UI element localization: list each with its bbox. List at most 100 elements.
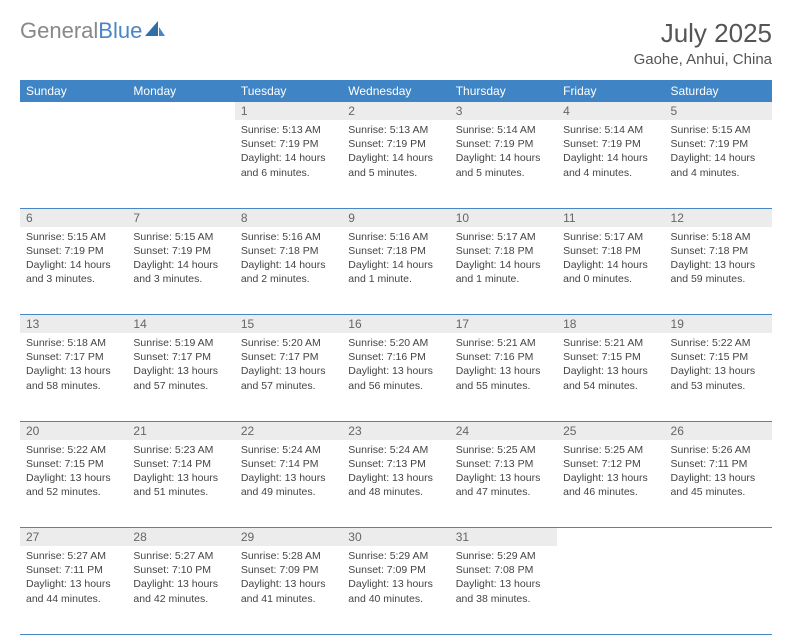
day-data-cell: Sunrise: 5:18 AMSunset: 7:17 PMDaylight:… — [20, 333, 127, 421]
sunrise-text: Sunrise: 5:13 AM — [348, 123, 443, 137]
day-data-cell: Sunrise: 5:26 AMSunset: 7:11 PMDaylight:… — [665, 440, 772, 528]
day-data-cell: Sunrise: 5:22 AMSunset: 7:15 PMDaylight:… — [20, 440, 127, 528]
sunrise-text: Sunrise: 5:19 AM — [133, 336, 228, 350]
sunset-text: Sunset: 7:08 PM — [456, 563, 551, 577]
sunset-text: Sunset: 7:18 PM — [563, 244, 658, 258]
day-data-cell: Sunrise: 5:27 AMSunset: 7:11 PMDaylight:… — [20, 546, 127, 634]
day-number-cell: 27 — [20, 528, 127, 547]
day-data-cell: Sunrise: 5:16 AMSunset: 7:18 PMDaylight:… — [342, 227, 449, 315]
location-label: Gaohe, Anhui, China — [634, 51, 772, 68]
weekday-header: Monday — [127, 80, 234, 102]
daylight-text: Daylight: 13 hours and 56 minutes. — [348, 364, 443, 392]
day-number-cell — [557, 528, 664, 547]
day-data-cell: Sunrise: 5:13 AMSunset: 7:19 PMDaylight:… — [342, 120, 449, 208]
brand-part2: Blue — [98, 18, 142, 44]
day-data-cell: Sunrise: 5:15 AMSunset: 7:19 PMDaylight:… — [127, 227, 234, 315]
sunrise-text: Sunrise: 5:20 AM — [348, 336, 443, 350]
sunset-text: Sunset: 7:12 PM — [563, 457, 658, 471]
sunrise-text: Sunrise: 5:22 AM — [671, 336, 766, 350]
day-number-cell: 13 — [20, 315, 127, 334]
day-data-row: Sunrise: 5:22 AMSunset: 7:15 PMDaylight:… — [20, 440, 772, 528]
sunrise-text: Sunrise: 5:25 AM — [563, 443, 658, 457]
day-number-row: 2728293031 — [20, 528, 772, 547]
sunrise-text: Sunrise: 5:15 AM — [133, 230, 228, 244]
day-number-cell: 28 — [127, 528, 234, 547]
day-data-row: Sunrise: 5:15 AMSunset: 7:19 PMDaylight:… — [20, 227, 772, 315]
sunrise-text: Sunrise: 5:27 AM — [26, 549, 121, 563]
sunset-text: Sunset: 7:10 PM — [133, 563, 228, 577]
day-number-cell: 6 — [20, 208, 127, 227]
day-data-cell: Sunrise: 5:13 AMSunset: 7:19 PMDaylight:… — [235, 120, 342, 208]
day-number-cell — [127, 102, 234, 120]
day-data-cell: Sunrise: 5:17 AMSunset: 7:18 PMDaylight:… — [557, 227, 664, 315]
sunset-text: Sunset: 7:19 PM — [241, 137, 336, 151]
sunset-text: Sunset: 7:16 PM — [348, 350, 443, 364]
daylight-text: Daylight: 13 hours and 41 minutes. — [241, 577, 336, 605]
day-data-cell: Sunrise: 5:17 AMSunset: 7:18 PMDaylight:… — [450, 227, 557, 315]
day-data-cell: Sunrise: 5:16 AMSunset: 7:18 PMDaylight:… — [235, 227, 342, 315]
sunrise-text: Sunrise: 5:24 AM — [348, 443, 443, 457]
day-number-cell: 15 — [235, 315, 342, 334]
day-data-cell: Sunrise: 5:14 AMSunset: 7:19 PMDaylight:… — [557, 120, 664, 208]
daylight-text: Daylight: 13 hours and 55 minutes. — [456, 364, 551, 392]
day-number-cell: 7 — [127, 208, 234, 227]
daylight-text: Daylight: 14 hours and 5 minutes. — [456, 151, 551, 179]
daylight-text: Daylight: 14 hours and 5 minutes. — [348, 151, 443, 179]
sunset-text: Sunset: 7:15 PM — [563, 350, 658, 364]
day-data-cell: Sunrise: 5:22 AMSunset: 7:15 PMDaylight:… — [665, 333, 772, 421]
day-number-cell: 2 — [342, 102, 449, 120]
day-data-cell: Sunrise: 5:25 AMSunset: 7:12 PMDaylight:… — [557, 440, 664, 528]
day-data-cell: Sunrise: 5:15 AMSunset: 7:19 PMDaylight:… — [20, 227, 127, 315]
sunset-text: Sunset: 7:13 PM — [348, 457, 443, 471]
daylight-text: Daylight: 14 hours and 4 minutes. — [671, 151, 766, 179]
sunset-text: Sunset: 7:11 PM — [671, 457, 766, 471]
daylight-text: Daylight: 14 hours and 1 minute. — [348, 258, 443, 286]
day-number-cell: 10 — [450, 208, 557, 227]
sunset-text: Sunset: 7:17 PM — [133, 350, 228, 364]
sunrise-text: Sunrise: 5:22 AM — [26, 443, 121, 457]
sunrise-text: Sunrise: 5:24 AM — [241, 443, 336, 457]
daylight-text: Daylight: 13 hours and 57 minutes. — [133, 364, 228, 392]
sunset-text: Sunset: 7:14 PM — [133, 457, 228, 471]
sunrise-text: Sunrise: 5:21 AM — [563, 336, 658, 350]
sunrise-text: Sunrise: 5:14 AM — [563, 123, 658, 137]
day-number-cell: 14 — [127, 315, 234, 334]
weekday-header: Friday — [557, 80, 664, 102]
sunset-text: Sunset: 7:19 PM — [133, 244, 228, 258]
day-number-cell: 22 — [235, 421, 342, 440]
day-number-cell: 29 — [235, 528, 342, 547]
sunset-text: Sunset: 7:13 PM — [456, 457, 551, 471]
day-number-cell: 9 — [342, 208, 449, 227]
day-data-cell: Sunrise: 5:24 AMSunset: 7:14 PMDaylight:… — [235, 440, 342, 528]
weekday-header-row: Sunday Monday Tuesday Wednesday Thursday… — [20, 80, 772, 102]
daylight-text: Daylight: 13 hours and 42 minutes. — [133, 577, 228, 605]
title-block: July 2025 Gaohe, Anhui, China — [634, 18, 772, 68]
daylight-text: Daylight: 13 hours and 38 minutes. — [456, 577, 551, 605]
day-data-row: Sunrise: 5:18 AMSunset: 7:17 PMDaylight:… — [20, 333, 772, 421]
day-number-cell: 31 — [450, 528, 557, 547]
sunrise-text: Sunrise: 5:17 AM — [456, 230, 551, 244]
day-data-cell: Sunrise: 5:20 AMSunset: 7:16 PMDaylight:… — [342, 333, 449, 421]
day-data-cell — [557, 546, 664, 634]
day-number-row: 13141516171819 — [20, 315, 772, 334]
daylight-text: Daylight: 14 hours and 3 minutes. — [26, 258, 121, 286]
sunset-text: Sunset: 7:18 PM — [241, 244, 336, 258]
sunrise-text: Sunrise: 5:16 AM — [241, 230, 336, 244]
day-number-cell: 4 — [557, 102, 664, 120]
sunset-text: Sunset: 7:16 PM — [456, 350, 551, 364]
daylight-text: Daylight: 13 hours and 57 minutes. — [241, 364, 336, 392]
sunrise-text: Sunrise: 5:17 AM — [563, 230, 658, 244]
sunrise-text: Sunrise: 5:15 AM — [26, 230, 121, 244]
calendar-table: Sunday Monday Tuesday Wednesday Thursday… — [20, 80, 772, 635]
weekday-header: Sunday — [20, 80, 127, 102]
sunset-text: Sunset: 7:18 PM — [456, 244, 551, 258]
weekday-header: Thursday — [450, 80, 557, 102]
weekday-header: Saturday — [665, 80, 772, 102]
sunrise-text: Sunrise: 5:26 AM — [671, 443, 766, 457]
sunrise-text: Sunrise: 5:28 AM — [241, 549, 336, 563]
day-data-cell: Sunrise: 5:20 AMSunset: 7:17 PMDaylight:… — [235, 333, 342, 421]
day-data-cell: Sunrise: 5:15 AMSunset: 7:19 PMDaylight:… — [665, 120, 772, 208]
daylight-text: Daylight: 13 hours and 40 minutes. — [348, 577, 443, 605]
daylight-text: Daylight: 13 hours and 53 minutes. — [671, 364, 766, 392]
day-data-cell: Sunrise: 5:29 AMSunset: 7:09 PMDaylight:… — [342, 546, 449, 634]
